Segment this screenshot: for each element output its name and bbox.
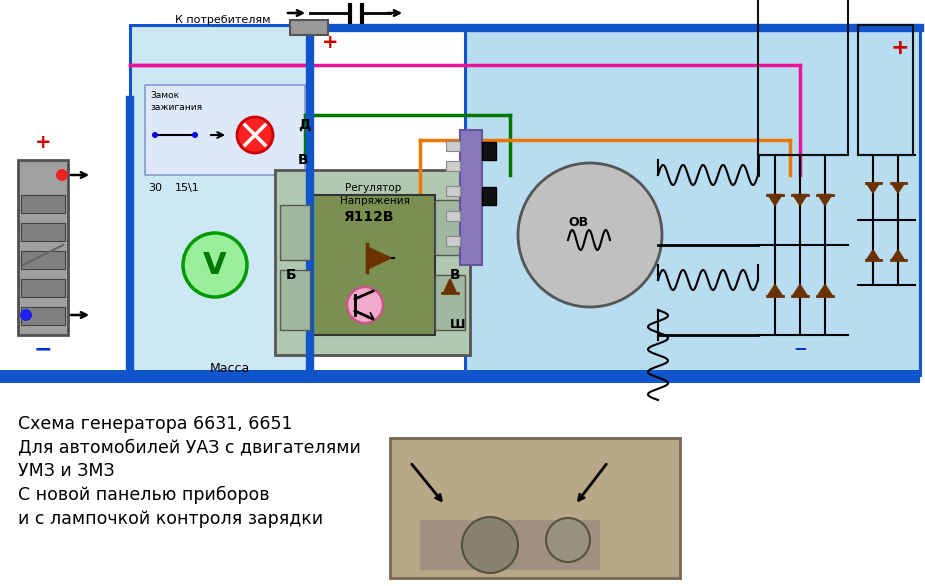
Text: −: − bbox=[33, 339, 53, 359]
Bar bbox=[758, 0, 848, 155]
Bar bbox=[858, 25, 913, 155]
Circle shape bbox=[546, 518, 590, 562]
Circle shape bbox=[20, 309, 32, 321]
Text: В: В bbox=[450, 268, 461, 282]
Circle shape bbox=[56, 169, 68, 181]
Text: Б: Б bbox=[286, 268, 297, 282]
Bar bbox=[435, 275, 465, 330]
Circle shape bbox=[183, 233, 247, 297]
Bar bbox=[21, 279, 65, 297]
Text: +: + bbox=[322, 32, 339, 52]
Text: −: − bbox=[793, 339, 807, 357]
Bar bbox=[482, 187, 496, 205]
Polygon shape bbox=[818, 195, 833, 206]
Text: зажигания: зажигания bbox=[150, 104, 203, 113]
Circle shape bbox=[518, 163, 662, 307]
Text: К потребителям: К потребителям bbox=[175, 15, 270, 25]
Bar bbox=[482, 142, 496, 160]
Polygon shape bbox=[892, 183, 905, 193]
Circle shape bbox=[192, 132, 198, 138]
Bar bbox=[446, 186, 460, 196]
Polygon shape bbox=[768, 195, 783, 206]
Polygon shape bbox=[793, 284, 808, 295]
Bar bbox=[280, 205, 310, 260]
Text: Ш: Ш bbox=[450, 319, 465, 332]
Polygon shape bbox=[818, 284, 833, 295]
Polygon shape bbox=[367, 247, 391, 269]
Bar bbox=[21, 195, 65, 213]
Text: Схема генератора 6631, 6651
Для автомобилей УАЗ с двигателями
УМЗ и ЗМЗ
С новой : Схема генератора 6631, 6651 Для автомоби… bbox=[18, 415, 361, 528]
Bar bbox=[446, 141, 460, 151]
Text: 15\1: 15\1 bbox=[175, 183, 200, 193]
Bar bbox=[435, 200, 465, 255]
Text: V: V bbox=[204, 250, 227, 280]
Bar bbox=[420, 520, 600, 570]
Bar bbox=[280, 270, 310, 330]
Bar bbox=[275, 170, 470, 355]
Circle shape bbox=[462, 517, 518, 573]
Polygon shape bbox=[793, 195, 808, 206]
Circle shape bbox=[237, 117, 273, 153]
Bar bbox=[21, 307, 65, 325]
Polygon shape bbox=[867, 250, 880, 260]
Bar bbox=[290, 20, 328, 35]
Bar bbox=[446, 211, 460, 221]
Text: Замок: Замок bbox=[150, 90, 179, 100]
Bar bbox=[21, 223, 65, 241]
Polygon shape bbox=[867, 183, 880, 193]
Bar bbox=[390, 438, 680, 578]
Polygon shape bbox=[892, 250, 905, 260]
Bar bbox=[310, 195, 435, 335]
Bar bbox=[0, 370, 920, 383]
Text: ОВ: ОВ bbox=[568, 216, 588, 230]
Text: +: + bbox=[891, 38, 909, 58]
Bar bbox=[145, 85, 305, 175]
Bar bbox=[446, 161, 460, 171]
Circle shape bbox=[152, 132, 158, 138]
Bar bbox=[465, 25, 920, 375]
Text: Масса: Масса bbox=[210, 362, 251, 374]
Text: Я112В: Я112В bbox=[343, 210, 393, 224]
Polygon shape bbox=[768, 284, 783, 295]
Bar bbox=[18, 160, 68, 335]
Text: Д: Д bbox=[298, 118, 311, 132]
Bar bbox=[460, 130, 482, 265]
Bar bbox=[21, 251, 65, 269]
Bar bbox=[446, 236, 460, 246]
Bar bbox=[130, 25, 312, 375]
Circle shape bbox=[347, 287, 383, 323]
Text: Регулятор: Регулятор bbox=[345, 183, 401, 193]
Text: +: + bbox=[35, 132, 51, 152]
Text: Напряжения: Напряжения bbox=[340, 196, 410, 206]
Polygon shape bbox=[444, 279, 456, 292]
Text: В: В bbox=[298, 153, 309, 167]
Text: 30: 30 bbox=[148, 183, 162, 193]
